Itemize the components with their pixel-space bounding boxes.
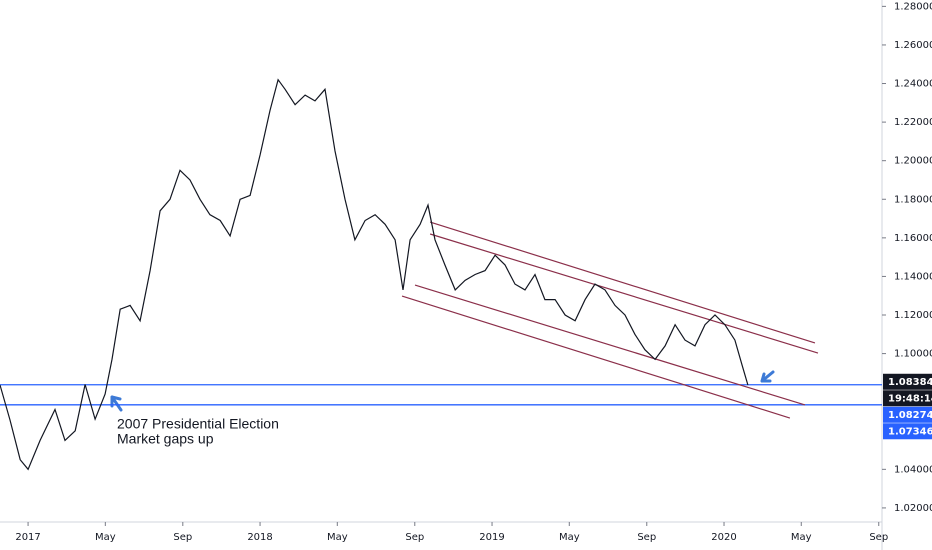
y-tick-label: 1.24000 [894,79,932,90]
price-line [0,78,749,471]
price-label-box [883,390,932,407]
price-label: 1.08274 [888,410,932,421]
annotation: Market gaps up [117,431,214,447]
price-label-box [883,406,932,423]
trend-line [429,233,819,354]
x-tick-label: May [327,532,348,543]
y-tick-label: 1.18000 [894,194,932,205]
y-tick-label: 1.26000 [894,40,932,51]
x-tick-label: Sep [869,532,888,543]
y-tick-label: 1.16000 [894,233,932,244]
trend-line [401,295,791,419]
y-tick-label: 1.28000 [894,1,932,12]
x-tick-label: May [559,532,580,543]
y-tick-label: 1.02000 [894,503,932,514]
price-label-box [883,423,932,440]
x-tick-label: Sep [637,532,656,543]
y-tick-label: 1.04000 [894,464,932,475]
x-tick-label: 2018 [247,532,272,543]
price-label: 19:48:14 [888,393,932,404]
x-tick-label: 2017 [15,532,40,543]
x-tick-label: Sep [405,532,424,543]
arrow [110,395,123,412]
y-tick-label: 1.14000 [894,271,932,282]
arrow [760,370,775,383]
annotation: 2007 Presidential Election [117,416,279,432]
price-label: 1.07346 [888,426,932,437]
y-tick-label: 1.12000 [894,310,932,321]
x-tick-label: 2019 [479,532,504,543]
price-label-box [883,373,932,390]
trend-line [414,284,806,406]
y-tick-label: 1.10000 [894,349,932,360]
trend-line [429,221,816,344]
x-tick-label: 2020 [711,532,736,543]
x-tick-label: May [791,532,812,543]
x-tick-label: Sep [173,532,192,543]
y-tick-label: 1.20000 [894,156,932,167]
x-tick-label: May [95,532,116,543]
price-label: 1.08384 [888,377,932,388]
y-tick-label: 1.22000 [894,117,932,128]
